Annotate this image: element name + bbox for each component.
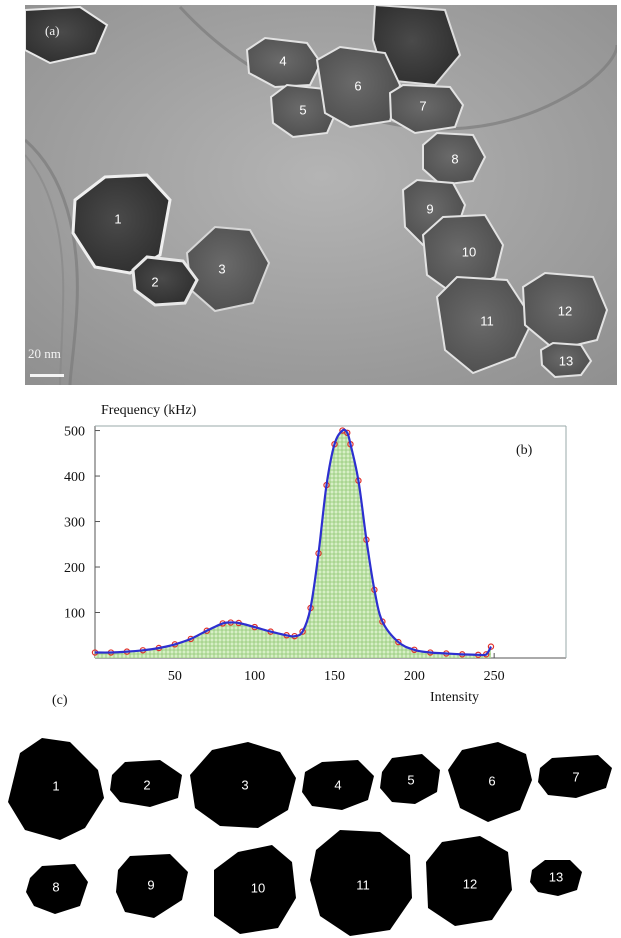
silhouette-label-13: 13	[549, 869, 563, 884]
silhouette-label-6: 6	[488, 773, 495, 788]
scale-bar-label: 20 nm	[28, 346, 61, 361]
y-axis-label: Frequency (kHz)	[101, 403, 197, 418]
silhouette-8	[26, 864, 88, 914]
tem-label-3: 3	[218, 261, 225, 276]
tem-particle-11	[435, 275, 535, 375]
tem-label-4: 4	[279, 53, 286, 68]
silhouette-label-3: 3	[241, 777, 248, 792]
x-tick-label: 250	[484, 669, 505, 684]
tem-particle-7	[388, 83, 465, 135]
tem-particle-12	[521, 271, 609, 352]
silhouette-12	[426, 836, 512, 926]
tem-label-9: 9	[426, 201, 433, 216]
silhouette-label-9: 9	[147, 877, 154, 892]
tem-particle-3	[185, 225, 271, 313]
tem-label-7: 7	[419, 98, 426, 113]
y-tick-label: 500	[64, 425, 85, 440]
silhouette-label-4: 4	[334, 777, 341, 792]
data-point	[203, 627, 210, 634]
tem-micrograph: 1 2 3 4 5 6 7 8 9 10 11 12 13 (a) 20 nm	[25, 5, 617, 385]
silhouette-7	[538, 755, 612, 798]
y-tick-label: 200	[64, 561, 85, 576]
tem-label-5: 5	[299, 102, 306, 117]
histogram-area	[95, 429, 491, 658]
x-tick-label: 50	[168, 669, 182, 684]
tem-label-8: 8	[451, 151, 458, 166]
x-tick-label: 100	[244, 669, 265, 684]
silhouette-11	[310, 830, 412, 936]
silhouette-9	[116, 854, 188, 918]
intensity-histogram-chart: 100 200 300 400 500 50 100 150 200 250 Frequency…	[52, 403, 567, 708]
silhouette-label-8: 8	[52, 879, 59, 894]
x-tick-label: 200	[404, 669, 425, 684]
y-tick-label: 400	[64, 470, 85, 485]
tem-particle-4	[245, 36, 323, 89]
tem-label-1: 1	[114, 211, 121, 226]
x-axis-label: Intensity	[430, 690, 479, 705]
silhouette-label-11: 11	[356, 877, 370, 892]
y-tick-label: 300	[64, 516, 85, 531]
panel-a-label: (a)	[45, 23, 59, 38]
silhouette-2	[110, 760, 182, 807]
tem-label-12: 12	[558, 303, 572, 318]
tem-particle-5	[269, 83, 339, 139]
silhouette-5	[380, 754, 440, 804]
tem-particle-2	[131, 255, 199, 307]
tem-particle-8	[422, 131, 487, 187]
tem-label-13: 13	[559, 353, 573, 368]
tem-particle-13	[539, 341, 593, 379]
particle-silhouettes: 1 2 3 4 5 6 7 8 9 10 11 12 13	[8, 738, 612, 936]
tem-particle-1	[71, 173, 172, 275]
silhouette-6	[448, 742, 532, 822]
tem-particle-10	[421, 213, 505, 297]
silhouette-13	[530, 860, 582, 896]
panel-c-label: (c)	[52, 693, 68, 708]
data-point	[395, 638, 402, 646]
data-point	[299, 628, 306, 635]
silhouette-4	[302, 760, 374, 810]
tem-label-6: 6	[354, 78, 361, 93]
silhouette-label-10: 10	[251, 880, 265, 895]
tem-label-11: 11	[480, 313, 494, 328]
tem-label-2: 2	[151, 274, 158, 289]
y-tick-label: 100	[64, 607, 85, 622]
data-point	[487, 643, 495, 650]
tem-label-10: 10	[462, 244, 476, 259]
silhouette-3	[190, 742, 296, 828]
scale-bar	[30, 374, 64, 377]
fit-curve	[94, 428, 492, 657]
panel-b-label: (b)	[516, 443, 533, 458]
silhouette-label-1: 1	[52, 778, 59, 793]
silhouette-1	[8, 738, 104, 840]
silhouette-label-5: 5	[407, 772, 414, 787]
silhouette-label-2: 2	[143, 777, 150, 792]
silhouette-label-12: 12	[463, 876, 477, 891]
silhouette-10	[214, 845, 296, 934]
silhouette-label-7: 7	[572, 769, 579, 784]
x-tick-label: 150	[324, 669, 345, 684]
